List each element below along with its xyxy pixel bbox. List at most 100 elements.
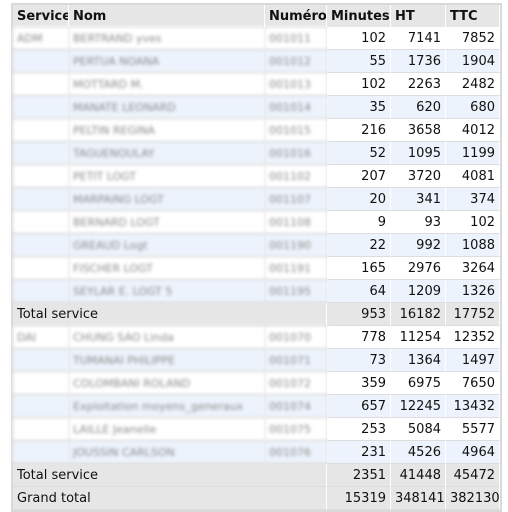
total-minutes: 953 [327, 303, 391, 326]
minutes-cell: 253 [327, 418, 391, 441]
ht-cell: 1364 [391, 349, 446, 372]
ht-cell: 3658 [391, 119, 446, 142]
minutes-cell: 778 [327, 326, 391, 349]
nom-cell: MARPAING LOGT [69, 188, 265, 211]
table-row: MARPAING LOGT 001107 20 341 374 [13, 188, 500, 211]
minutes-cell: 9 [327, 211, 391, 234]
table-row: MOTTARD M. 001013 102 2263 2482 [13, 73, 500, 96]
nom-cell: PERTUA NOANA [69, 50, 265, 73]
service-cell [13, 211, 69, 234]
table-row: TAGUENOULAY 001016 52 1095 1199 [13, 142, 500, 165]
ht-cell: 3720 [391, 165, 446, 188]
nom-cell: JOUSSIN CARLSON [69, 441, 265, 464]
numero-cell: 001071 [265, 349, 327, 372]
ht-cell: 620 [391, 96, 446, 119]
service-total-row: Total service 953 16182 17752 [13, 303, 500, 326]
ht-cell: 1095 [391, 142, 446, 165]
nom-cell: PETIT LOGT [69, 165, 265, 188]
service-cell [13, 257, 69, 280]
nom-cell: SEYLAR E. LOGT 5 [69, 280, 265, 303]
minutes-cell: 207 [327, 165, 391, 188]
minutes-cell: 73 [327, 349, 391, 372]
numero-cell: 001102 [265, 165, 327, 188]
numero-cell: 001016 [265, 142, 327, 165]
total-ht: 16182 [391, 303, 446, 326]
service-cell [13, 441, 69, 464]
header-row: Service Nom Numéro Minutes HT TTC [13, 5, 500, 27]
table-row: Exploitation moyens_generaux 001074 657 122… [13, 395, 500, 418]
table-row: JOUSSIN CARLSON 001076 231 4526 4964 [13, 441, 500, 464]
ttc-cell: 1326 [446, 280, 500, 303]
ht-cell: 1209 [391, 280, 446, 303]
grand-total-ht: 348141 [391, 487, 446, 510]
service-cell [13, 372, 69, 395]
ht-cell: 11254 [391, 326, 446, 349]
service-cell [13, 188, 69, 211]
grand-total-minutes: 15319 [327, 487, 391, 510]
nom-cell: BERNARD LOGT [69, 211, 265, 234]
service-cell [13, 73, 69, 96]
service-cell [13, 119, 69, 142]
nom-cell: LAILLE Jeanelle [69, 418, 265, 441]
numero-cell: 001074 [265, 395, 327, 418]
service-cell [13, 280, 69, 303]
numero-cell: 001011 [265, 27, 327, 50]
minutes-cell: 359 [327, 372, 391, 395]
header-ttc[interactable]: TTC [446, 5, 500, 27]
ttc-cell: 5577 [446, 418, 500, 441]
nom-cell: TAGUENOULAY [69, 142, 265, 165]
total-ht: 41448 [391, 464, 446, 487]
total-ttc: 17752 [446, 303, 500, 326]
ttc-cell: 374 [446, 188, 500, 211]
service-cell: DAI [13, 326, 69, 349]
numero-cell: 001108 [265, 211, 327, 234]
table-row: ADM BERTRAND yves 001011 102 7141 7852 [13, 27, 500, 50]
minutes-cell: 35 [327, 96, 391, 119]
header-service[interactable]: Service [13, 5, 69, 27]
table-row: TUMANAI PHILIPPE 001071 73 1364 1497 [13, 349, 500, 372]
nom-cell: MANATE LEONARD [69, 96, 265, 119]
service-cell [13, 234, 69, 257]
numero-cell: 001014 [265, 96, 327, 119]
ttc-cell: 680 [446, 96, 500, 119]
numero-cell: 001075 [265, 418, 327, 441]
ht-cell: 93 [391, 211, 446, 234]
ttc-cell: 102 [446, 211, 500, 234]
ht-cell: 992 [391, 234, 446, 257]
minutes-cell: 216 [327, 119, 391, 142]
numero-cell: 001191 [265, 257, 327, 280]
service-total-row: Total service 2351 41448 45472 [13, 464, 500, 487]
ttc-cell: 2482 [446, 73, 500, 96]
header-numero[interactable]: Numéro [265, 5, 327, 27]
service-cell [13, 395, 69, 418]
numero-cell: 001015 [265, 119, 327, 142]
ht-cell: 2976 [391, 257, 446, 280]
table-row: BERNARD LOGT 001108 9 93 102 [13, 211, 500, 234]
ttc-cell: 7650 [446, 372, 500, 395]
ttc-cell: 13432 [446, 395, 500, 418]
header-nom[interactable]: Nom [69, 5, 265, 27]
minutes-cell: 55 [327, 50, 391, 73]
ht-cell: 4526 [391, 441, 446, 464]
ht-cell: 5084 [391, 418, 446, 441]
numero-cell: 001012 [265, 50, 327, 73]
total-label: Total service [13, 303, 327, 326]
ttc-cell: 12352 [446, 326, 500, 349]
table-row: MANATE LEONARD 001014 35 620 680 [13, 96, 500, 119]
report-table: Service Nom Numéro Minutes HT TTC ADM BER… [13, 5, 500, 510]
table-row: LAILLE Jeanelle 001075 253 5084 5577 [13, 418, 500, 441]
minutes-cell: 64 [327, 280, 391, 303]
service-cell: ADM [13, 27, 69, 50]
total-ttc: 45472 [446, 464, 500, 487]
table-row: SEYLAR E. LOGT 5 001195 64 1209 1326 [13, 280, 500, 303]
ht-cell: 1736 [391, 50, 446, 73]
ttc-cell: 1199 [446, 142, 500, 165]
ttc-cell: 1904 [446, 50, 500, 73]
grand-total-ttc: 382130 [446, 487, 500, 510]
header-ht[interactable]: HT [391, 5, 446, 27]
header-minutes[interactable]: Minutes [327, 5, 391, 27]
ttc-cell: 7852 [446, 27, 500, 50]
ht-cell: 7141 [391, 27, 446, 50]
numero-cell: 001070 [265, 326, 327, 349]
grand-total-row: Grand total 15319 348141 382130 [13, 487, 500, 510]
